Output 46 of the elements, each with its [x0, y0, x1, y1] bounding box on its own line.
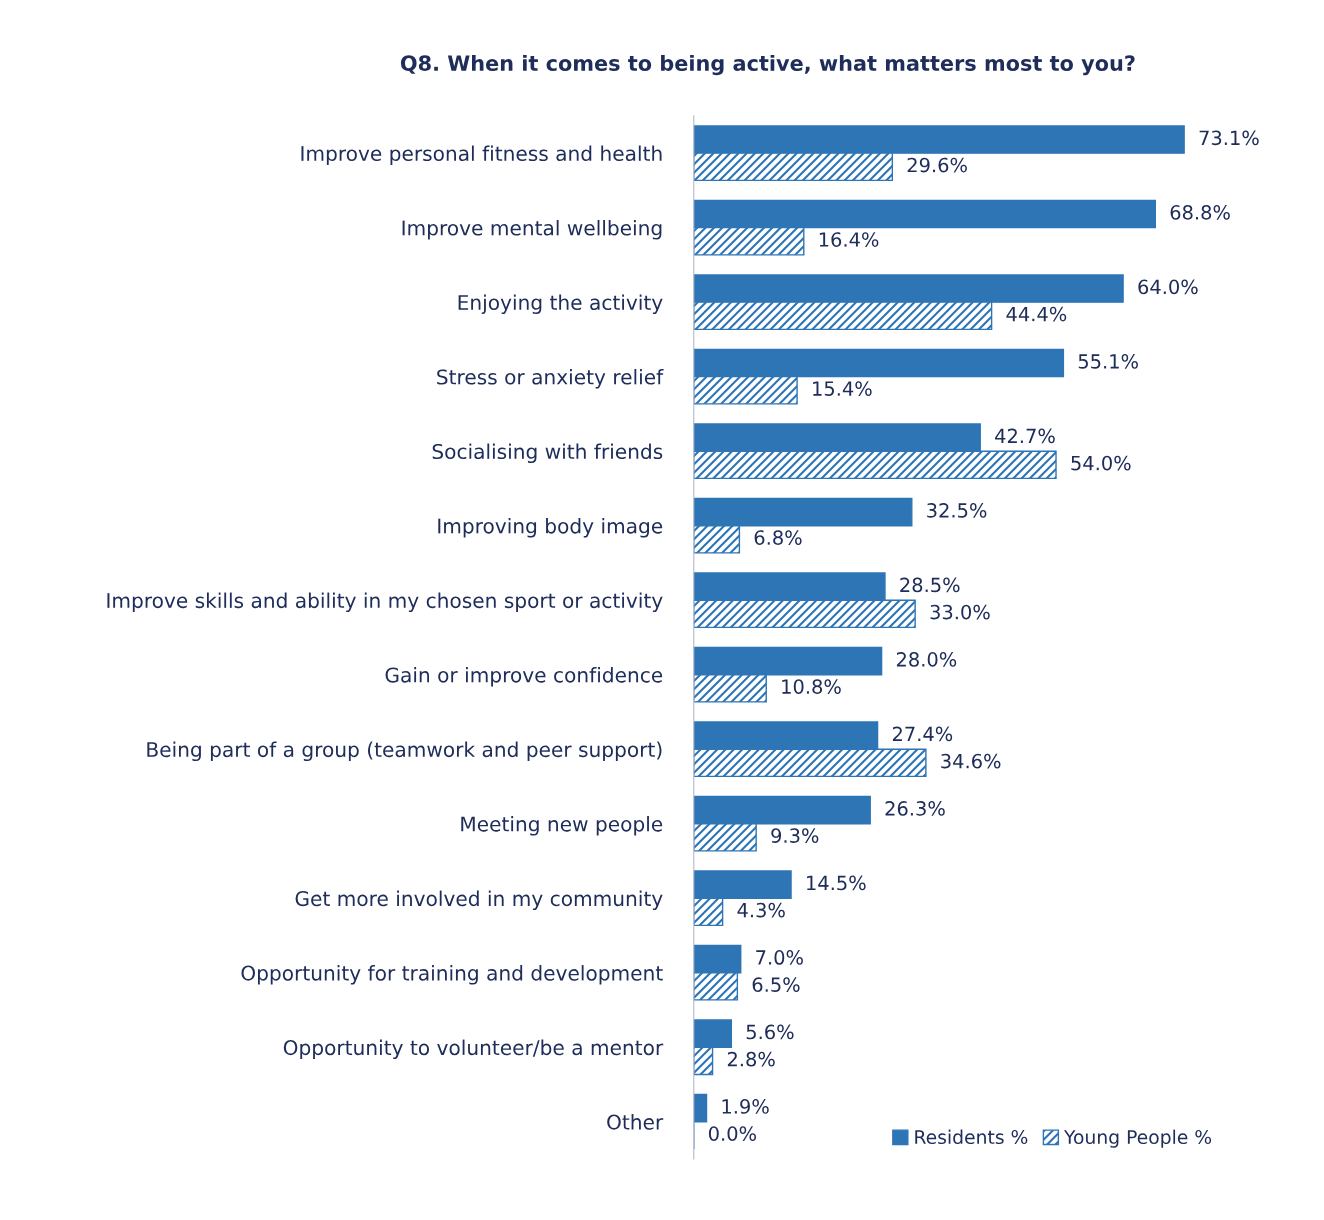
- data-label: 33.0%: [930, 604, 990, 620]
- data-label: 0.0%: [708, 1126, 756, 1141]
- y-tick-label: Gain or improve confidence: [385, 667, 663, 687]
- chart-title: Q8. When it comes to being active, what matters most to you?: [400, 54, 1135, 76]
- y-tick-label: Meeting new people: [461, 816, 663, 836]
- y-tick-label: Being part of a group (teamwork and peer support): [147, 741, 662, 762]
- data-label: 7.0%: [756, 950, 803, 965]
- data-label: 5.6%: [746, 1024, 794, 1040]
- data-label: 64.0%: [1138, 279, 1198, 295]
- data-label: 26.3%: [885, 801, 945, 816]
- data-label: 68.8%: [1170, 205, 1230, 220]
- y-tick-label: Socialising with friends: [432, 443, 663, 464]
- y-tick-label: Improve mental wellbeing: [402, 220, 662, 240]
- data-label: 6.5%: [752, 977, 800, 992]
- data-label: 14.5%: [807, 875, 866, 891]
- data-label: 15.4%: [813, 381, 872, 396]
- data-label: 29.6%: [907, 157, 967, 173]
- data-label: 10.8%: [782, 679, 841, 694]
- y-tick-label: Improve personal fitness and health: [301, 145, 662, 165]
- data-label: 42.7%: [995, 428, 1055, 444]
- data-label: 6.8%: [754, 530, 802, 545]
- y-tick-label: Opportunity for training and development: [241, 965, 663, 985]
- data-label: 16.4%: [819, 232, 879, 247]
- data-label: 1.9%: [722, 1099, 769, 1114]
- data-label: 27.4%: [892, 726, 953, 742]
- data-label: 28.5%: [900, 577, 960, 593]
- y-tick-label: Stress or anxiety relief: [437, 369, 664, 389]
- data-label: 28.0%: [896, 652, 957, 667]
- legend-label: Young People %: [1063, 1129, 1212, 1148]
- data-label: 55.1%: [1078, 354, 1138, 369]
- data-label: 2.8%: [727, 1051, 775, 1067]
- data-label: 54.0%: [1071, 455, 1131, 471]
- legend-label: Residents %: [915, 1129, 1028, 1145]
- data-label: 73.1%: [1199, 130, 1259, 146]
- bar: [693, 1093, 708, 1123]
- data-label: 44.4%: [1006, 306, 1067, 322]
- y-tick-label: Other: [607, 1114, 664, 1130]
- data-label: 32.5%: [927, 503, 987, 518]
- y-tick-label: Enjoying the activity: [458, 294, 663, 315]
- y-tick-label: Get more involved in my community: [295, 890, 663, 911]
- data-label: 9.3%: [771, 828, 819, 843]
- y-tick-label: Improve skills and ability in my chosen sport or activity: [107, 592, 663, 613]
- data-label: 34.6%: [941, 753, 1001, 769]
- data-label: 4.3%: [737, 902, 785, 918]
- y-tick-label: Improving body image: [438, 518, 663, 538]
- y-tick-label: Opportunity to volunteer/be a mentor: [283, 1039, 664, 1060]
